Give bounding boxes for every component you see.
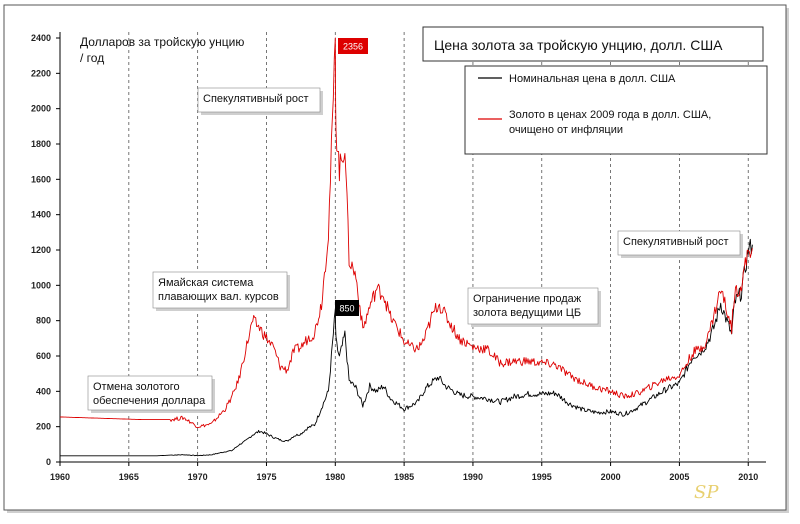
y-tick-label: 1000 — [31, 280, 51, 290]
ticks: 1960 1965 1970 1975 1980 1985 1990 1995 2000 2005… — [31, 33, 758, 482]
annotation-box — [467, 287, 599, 325]
legend-label-real-line1: Золото в ценах 2009 года в долл. США, — [509, 109, 711, 121]
x-tick-label: 1960 — [50, 472, 70, 482]
series-line-nominal — [60, 238, 753, 457]
series — [59, 37, 753, 457]
peak-badge-label: 850 — [339, 304, 354, 314]
annotation-box — [152, 271, 288, 309]
peak-badge — [335, 300, 359, 316]
x-tick-label: 1965 — [119, 472, 139, 482]
annotation-text: плавающих вал. курсов — [158, 291, 279, 303]
annotation-text: Спекулятивный рост — [203, 93, 309, 105]
x-tick-label: 2000 — [601, 472, 621, 482]
annotation-text: Спекулятивный рост — [623, 236, 729, 248]
legend-label-real-line2: очищено от инфляции — [509, 124, 623, 136]
annotation-box — [617, 230, 741, 256]
x-tick-label: 2005 — [669, 472, 689, 482]
x-tick-label: 1995 — [532, 472, 552, 482]
title-box — [422, 26, 764, 62]
unit-label-line1: Долларов за тройскую унцию — [80, 35, 244, 49]
y-tick-label: 600 — [36, 351, 51, 361]
legend-box — [464, 65, 768, 155]
x-tick-label: 2010 — [738, 472, 758, 482]
y-tick-label: 0 — [46, 457, 51, 467]
legend-label-nominal: Номинальная цена в долл. США — [509, 73, 676, 85]
y-tick-label: 1600 — [31, 174, 51, 184]
annotation-text: Ограничение продаж — [473, 293, 582, 305]
y-tick-label: 1400 — [31, 210, 51, 220]
y-tick-label: 2200 — [31, 68, 51, 78]
annotation-text: Ямайская система — [158, 277, 254, 289]
x-tick-label: 1975 — [256, 472, 276, 482]
y-tick-label: 400 — [36, 386, 51, 396]
chart-title: Цена золота за тройскую унцию, долл. США — [434, 37, 723, 53]
x-tick-label: 1970 — [188, 472, 208, 482]
x-tick-label: 1985 — [394, 472, 414, 482]
annotation-box — [197, 87, 321, 113]
annotation-text: Отмена золотого — [93, 381, 180, 393]
x-tick-label: 1980 — [325, 472, 345, 482]
y-tick-label: 2000 — [31, 104, 51, 114]
x-tick-label: 1990 — [463, 472, 483, 482]
annotation-box — [87, 375, 213, 411]
series-line-real — [59, 37, 753, 429]
peak-badge — [338, 38, 368, 54]
badges: 2356 850 — [335, 38, 368, 316]
annotations: Отмена золотого обеспечения доллара Ямайск… — [87, 87, 743, 413]
watermark-logo: SP — [694, 482, 719, 503]
y-tick-label: 800 — [36, 316, 51, 326]
y-tick-label: 1200 — [31, 245, 51, 255]
y-tick-label: 2400 — [31, 33, 51, 43]
y-tick-label: 200 — [36, 422, 51, 432]
annotation-text: золота ведущими ЦБ — [473, 307, 581, 319]
peak-badge-label: 2356 — [343, 42, 363, 52]
unit-label-line2: / год — [80, 51, 104, 65]
y-tick-label: 1800 — [31, 139, 51, 149]
axes — [59, 32, 766, 463]
annotation-text: обеспечения доллара — [93, 395, 206, 407]
